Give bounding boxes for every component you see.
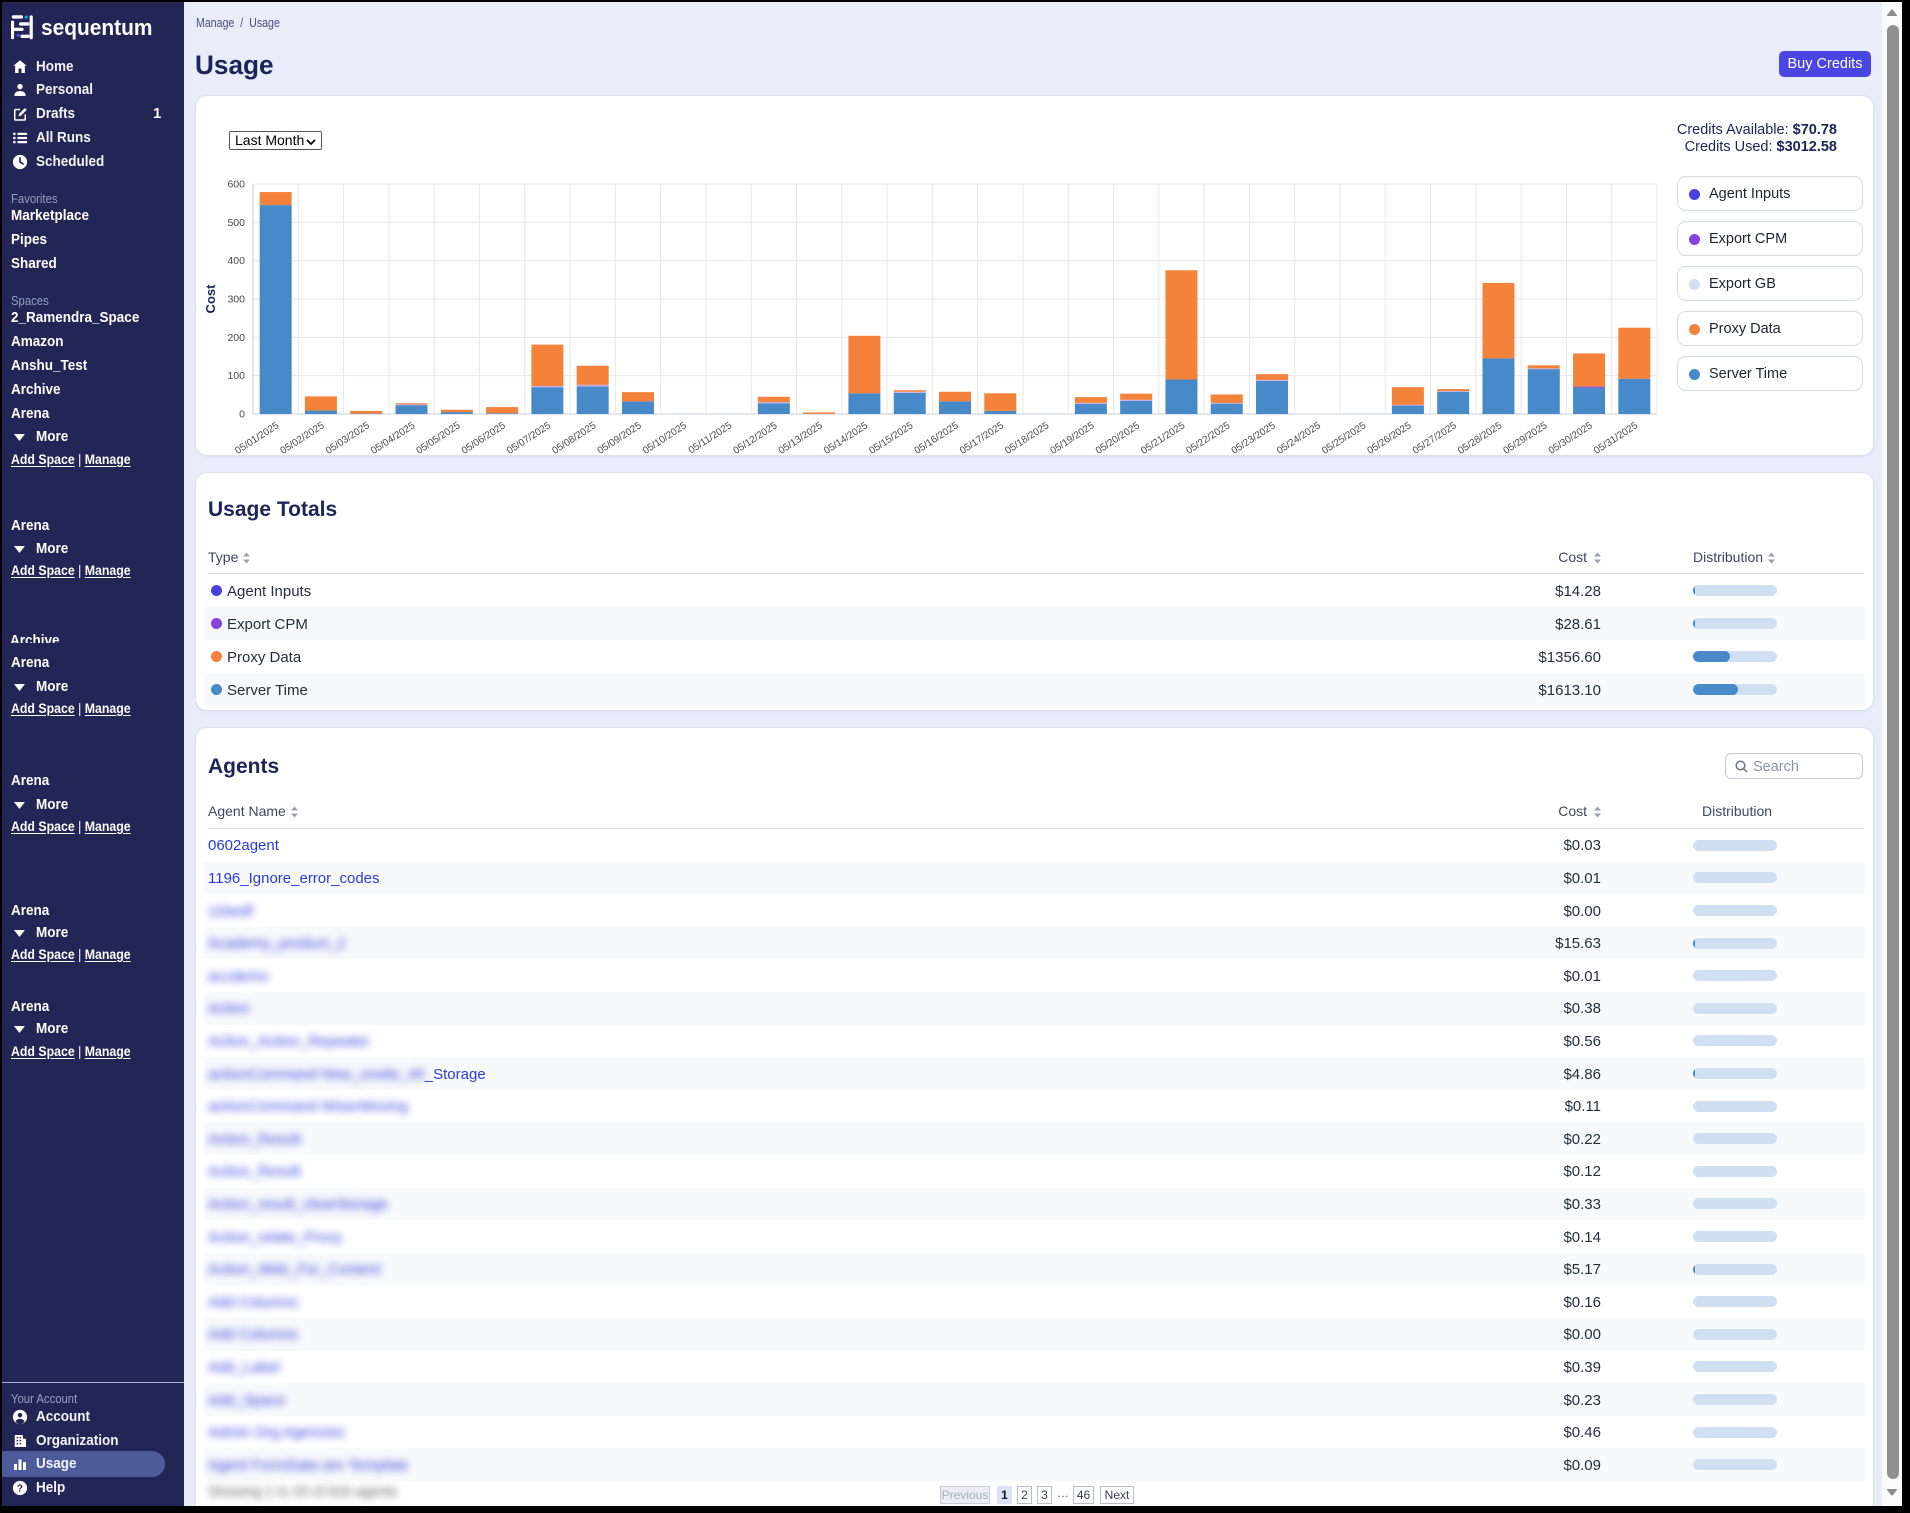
svg-text:05/20/2025: 05/20/2025 [1094, 420, 1142, 457]
svg-text:05/30/2025: 05/30/2025 [1547, 420, 1595, 457]
svg-text:05/11/2025: 05/11/2025 [687, 420, 735, 456]
svg-text:05/03/2025: 05/03/2025 [324, 420, 372, 457]
svg-text:05/28/2025: 05/28/2025 [1456, 420, 1504, 457]
svg-text:05/21/2025: 05/21/2025 [1139, 420, 1187, 457]
svg-text:600: 600 [227, 179, 245, 191]
svg-text:05/14/2025: 05/14/2025 [822, 420, 870, 457]
svg-text:05/27/2025: 05/27/2025 [1411, 420, 1459, 457]
svg-text:05/31/2025: 05/31/2025 [1592, 420, 1640, 457]
svg-text:500: 500 [227, 217, 245, 229]
svg-text:?: ? [17, 1483, 23, 1494]
svg-text:100: 100 [227, 370, 245, 382]
svg-text:05/08/2025: 05/08/2025 [550, 420, 598, 457]
svg-text:Cost: Cost [203, 284, 218, 314]
svg-text:05/16/2025: 05/16/2025 [913, 420, 961, 457]
svg-text:05/19/2025: 05/19/2025 [1049, 420, 1097, 457]
svg-text:05/26/2025: 05/26/2025 [1366, 420, 1414, 457]
svg-text:05/15/2025: 05/15/2025 [867, 420, 915, 457]
svg-text:400: 400 [227, 255, 245, 267]
svg-text:05/09/2025: 05/09/2025 [596, 420, 644, 457]
svg-text:05/05/2025: 05/05/2025 [414, 420, 462, 457]
svg-text:05/01/2025: 05/01/2025 [233, 420, 281, 457]
svg-text:05/23/2025: 05/23/2025 [1230, 420, 1278, 457]
svg-text:200: 200 [227, 332, 245, 344]
svg-text:05/17/2025: 05/17/2025 [958, 420, 1006, 457]
svg-text:05/13/2025: 05/13/2025 [777, 420, 825, 457]
svg-text:05/22/2025: 05/22/2025 [1184, 420, 1232, 457]
svg-text:05/02/2025: 05/02/2025 [279, 420, 327, 457]
svg-text:05/18/2025: 05/18/2025 [1003, 420, 1051, 457]
svg-text:05/29/2025: 05/29/2025 [1501, 420, 1549, 457]
svg-text:300: 300 [227, 294, 245, 306]
svg-text:05/12/2025: 05/12/2025 [731, 420, 779, 457]
svg-text:05/24/2025: 05/24/2025 [1275, 420, 1323, 457]
svg-text:0: 0 [239, 409, 245, 421]
svg-text:05/06/2025: 05/06/2025 [460, 420, 508, 457]
svg-text:05/07/2025: 05/07/2025 [505, 420, 553, 457]
svg-text:05/25/2025: 05/25/2025 [1320, 420, 1368, 457]
svg-text:05/10/2025: 05/10/2025 [641, 420, 689, 457]
svg-text:05/04/2025: 05/04/2025 [369, 420, 417, 457]
